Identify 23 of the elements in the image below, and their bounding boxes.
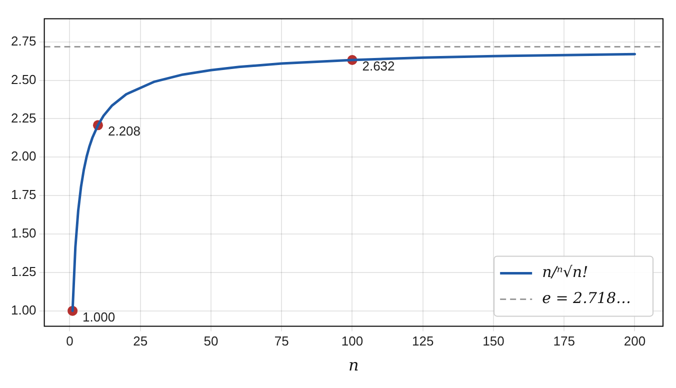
y-tick-label: 2.50 (10, 72, 36, 87)
x-tick-label: 175 (553, 334, 575, 349)
y-tick-label: 1.50 (10, 226, 36, 241)
x-tick-label: 200 (624, 334, 646, 349)
y-tick-label: 2.75 (10, 33, 36, 48)
legend-label: n/ⁿ√n! (542, 263, 588, 282)
y-tick-label: 1.25 (10, 264, 36, 279)
y-tick-label: 2.25 (10, 110, 36, 126)
data-label: 2.632 (362, 58, 395, 74)
x-tick-label: 25 (133, 334, 148, 349)
y-tick-label: 1.75 (10, 187, 36, 202)
legend-label: e = 2.718… (542, 289, 632, 308)
data-label: 2.208 (108, 124, 141, 139)
x-tick-label: 100 (341, 334, 364, 349)
y-tick-label: 1.00 (10, 302, 36, 318)
x-tick-label: 0 (66, 334, 74, 349)
x-tick-label: 125 (412, 334, 434, 349)
x-tick-label: 75 (274, 334, 289, 349)
y-tick-label: 2.00 (10, 148, 36, 164)
x-axis-title: n (348, 356, 359, 375)
data-label: 1.000 (82, 309, 116, 324)
x-tick-label: 150 (482, 334, 504, 349)
x-tick-label: 50 (204, 334, 218, 349)
